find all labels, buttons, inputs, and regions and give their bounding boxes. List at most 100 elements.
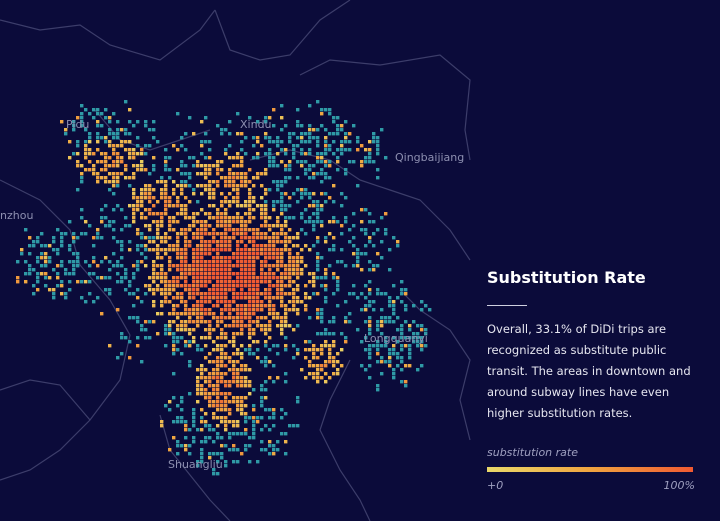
heatmap-cell — [176, 420, 180, 424]
heatmap-cell — [168, 156, 172, 160]
heatmap-cell — [196, 272, 200, 276]
heatmap-cell — [200, 456, 204, 460]
heatmap-cell — [380, 344, 384, 348]
heatmap-cell — [108, 156, 112, 160]
heatmap-cell — [112, 112, 116, 116]
heatmap-cell — [148, 212, 152, 216]
heatmap-cell — [292, 244, 296, 248]
heatmap-cell — [28, 272, 32, 276]
heatmap-cell — [232, 156, 236, 160]
heatmap-cell — [276, 316, 280, 320]
heatmap-cell — [176, 148, 180, 152]
heatmap-cell — [216, 276, 220, 280]
heatmap-cell — [276, 220, 280, 224]
heatmap-cell — [168, 248, 172, 252]
heatmap-cell — [256, 228, 260, 232]
heatmap-cell — [236, 448, 240, 452]
heatmap-cell — [372, 300, 376, 304]
heatmap-cell — [400, 288, 404, 292]
heatmap-cell — [120, 140, 124, 144]
heatmap-cell — [416, 324, 420, 328]
heatmap-cell — [84, 128, 88, 132]
heatmap-cell — [156, 140, 160, 144]
heatmap-cell — [248, 280, 252, 284]
heatmap-cell — [236, 216, 240, 220]
heatmap-cell — [120, 336, 124, 340]
heatmap-cell — [236, 320, 240, 324]
heatmap-cell — [324, 152, 328, 156]
heatmap-cell — [252, 184, 256, 188]
heatmap-cell — [120, 172, 124, 176]
heatmap-cell — [188, 392, 192, 396]
heatmap-cell — [408, 328, 412, 332]
heatmap-cell — [204, 380, 208, 384]
heatmap-cell — [388, 248, 392, 252]
info-title: Substitution Rate — [487, 268, 646, 287]
heatmap-cell — [128, 140, 132, 144]
heatmap-cell — [172, 336, 176, 340]
heatmap-cell — [232, 288, 236, 292]
heatmap-cell — [196, 252, 200, 256]
heatmap-cell — [184, 420, 188, 424]
heatmap-cell — [184, 184, 188, 188]
heatmap-cell — [128, 280, 132, 284]
heatmap-cell — [292, 296, 296, 300]
heatmap-cell — [424, 328, 428, 332]
heatmap-cell — [176, 252, 180, 256]
heatmap-cell — [204, 280, 208, 284]
heatmap-cell — [136, 200, 140, 204]
heatmap-cell — [224, 272, 228, 276]
heatmap-cell — [32, 268, 36, 272]
heatmap-cell — [172, 340, 176, 344]
heatmap-cell — [292, 272, 296, 276]
heatmap-cell — [260, 384, 264, 388]
heatmap-cell — [240, 132, 244, 136]
heatmap-cell — [192, 292, 196, 296]
heatmap-cell — [264, 220, 268, 224]
heatmap-cell — [168, 236, 172, 240]
heatmap-cell — [256, 296, 260, 300]
heatmap-cell — [220, 216, 224, 220]
heatmap-cell — [328, 332, 332, 336]
heatmap-cell — [188, 172, 192, 176]
heatmap-cell — [64, 296, 68, 300]
heatmap-cell — [244, 232, 248, 236]
heatmap-cell — [152, 264, 156, 268]
heatmap-cell — [276, 284, 280, 288]
heatmap-cell — [172, 248, 176, 252]
heatmap-cell — [376, 352, 380, 356]
heatmap-cell — [404, 344, 408, 348]
heatmap-cell — [208, 288, 212, 292]
heatmap-cell — [240, 184, 244, 188]
heatmap-cell — [280, 204, 284, 208]
heatmap-cell — [180, 320, 184, 324]
heatmap-cell — [132, 220, 136, 224]
heatmap-cell — [300, 192, 304, 196]
heatmap-cell — [400, 324, 404, 328]
heatmap-cell — [392, 352, 396, 356]
heatmap-cell — [256, 256, 260, 260]
heatmap-cell — [88, 112, 92, 116]
heatmap-cell — [156, 312, 160, 316]
heatmap-cell — [264, 276, 268, 280]
heatmap-cell — [176, 264, 180, 268]
heatmap-cell — [316, 128, 320, 132]
heatmap-cell — [324, 288, 328, 292]
heatmap-cell — [240, 404, 244, 408]
heatmap-cell — [216, 344, 220, 348]
heatmap-cell — [28, 244, 32, 248]
heatmap-cell — [236, 384, 240, 388]
heatmap-cell — [180, 324, 184, 328]
heatmap-cell — [252, 264, 256, 268]
heatmap-cell — [372, 244, 376, 248]
heatmap-cell — [256, 300, 260, 304]
heatmap-cell — [248, 284, 252, 288]
heatmap-cell — [148, 172, 152, 176]
heatmap-cell — [280, 296, 284, 300]
heatmap-cell — [180, 284, 184, 288]
heatmap-cell — [280, 304, 284, 308]
heatmap-cell — [268, 376, 272, 380]
heatmap-cell — [208, 452, 212, 456]
heatmap-cell — [304, 188, 308, 192]
heatmap-cell — [164, 284, 168, 288]
